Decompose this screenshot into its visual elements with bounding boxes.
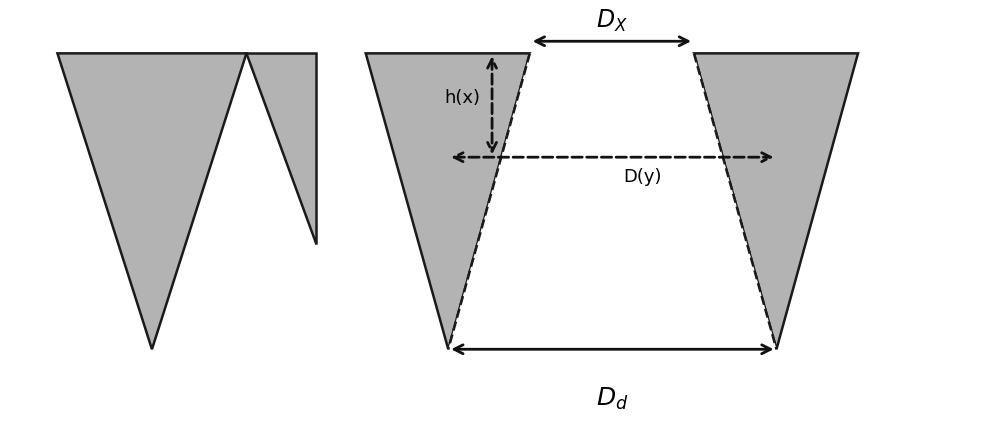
Text: $D_d$: $D_d$ xyxy=(596,386,629,412)
Polygon shape xyxy=(366,53,530,349)
Text: D(y): D(y) xyxy=(623,168,661,186)
Polygon shape xyxy=(57,53,246,349)
Polygon shape xyxy=(448,53,776,349)
Polygon shape xyxy=(246,53,316,244)
Text: h(x): h(x) xyxy=(444,89,480,107)
Text: $D_X$: $D_X$ xyxy=(596,8,628,35)
Polygon shape xyxy=(694,53,858,349)
